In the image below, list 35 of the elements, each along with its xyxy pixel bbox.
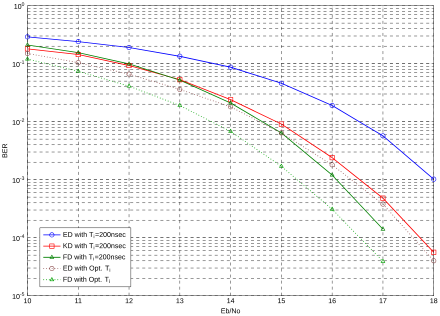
point — [228, 104, 234, 110]
point — [330, 103, 335, 108]
point — [380, 259, 386, 263]
point — [76, 39, 81, 44]
point — [228, 100, 233, 105]
point — [380, 196, 386, 201]
point — [76, 68, 80, 73]
point — [431, 258, 436, 264]
point — [126, 84, 132, 88]
point — [25, 56, 30, 61]
point — [330, 155, 335, 160]
point — [76, 60, 81, 66]
point — [76, 50, 80, 54]
point — [178, 103, 182, 108]
point — [126, 72, 132, 77]
point — [431, 250, 436, 255]
point — [177, 87, 182, 92]
point — [380, 202, 386, 207]
point — [24, 46, 30, 52]
point — [126, 45, 132, 50]
point — [228, 129, 233, 133]
point — [330, 172, 334, 177]
point — [330, 206, 334, 211]
point — [278, 122, 284, 127]
point — [177, 54, 182, 59]
point — [228, 97, 234, 102]
point — [24, 51, 30, 56]
point — [76, 52, 81, 58]
point — [330, 162, 335, 168]
point — [126, 63, 132, 68]
point — [380, 133, 386, 139]
point — [126, 62, 132, 66]
point — [278, 80, 284, 86]
point — [228, 64, 234, 70]
point — [279, 164, 284, 168]
